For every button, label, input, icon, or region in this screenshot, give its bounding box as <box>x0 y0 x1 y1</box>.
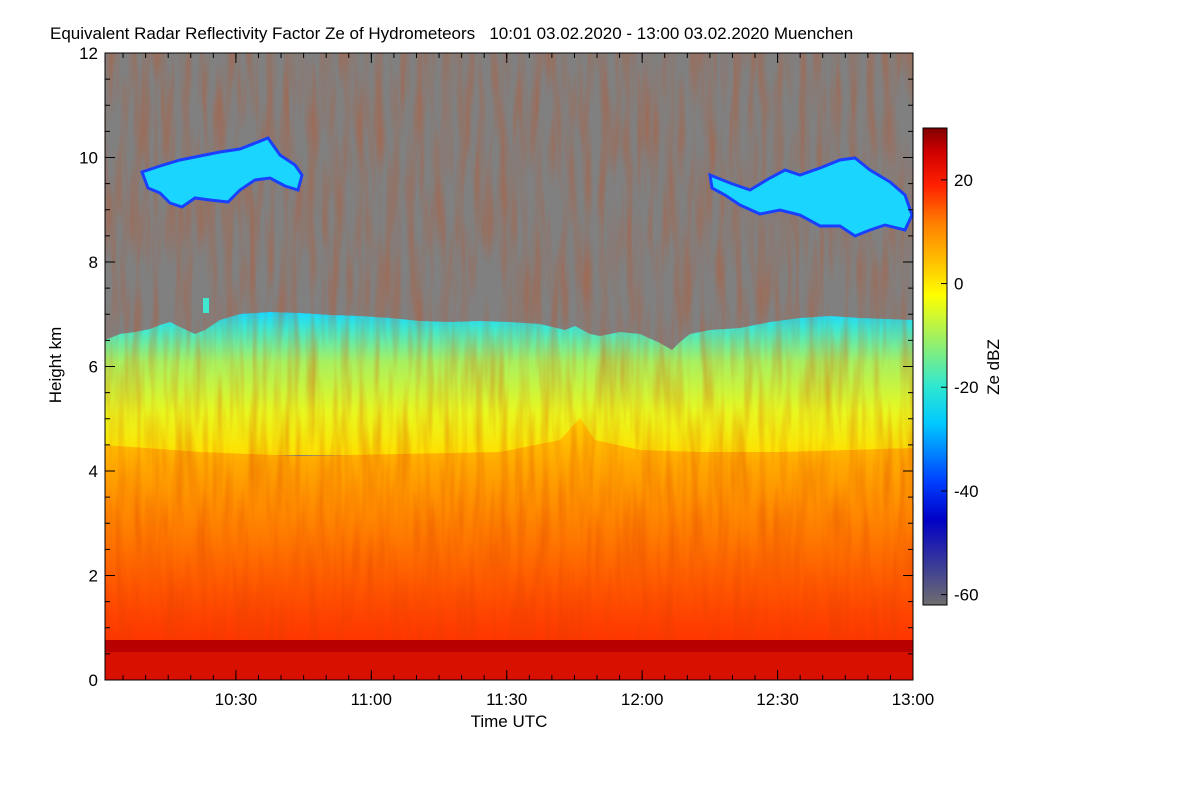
chart-title: Equivalent Radar Reflectivity Factor Ze … <box>50 24 853 43</box>
colorbar-tick-label: -20 <box>954 378 979 397</box>
colorbar-tick-label: 0 <box>954 275 963 294</box>
y-tick-label: 6 <box>89 358 98 377</box>
y-tick-label: 8 <box>89 253 98 272</box>
colorbar <box>922 127 948 606</box>
x-tick-label: 11:00 <box>351 690 392 709</box>
colorbar-tick-label: 20 <box>954 171 973 190</box>
y-tick-label: 10 <box>79 149 98 168</box>
colorbar-label: Ze dBZ <box>984 339 1003 395</box>
texture-overlay <box>105 53 913 680</box>
x-tick-label: 13:00 <box>892 690 935 709</box>
colorbar-tick-label: -60 <box>954 586 979 605</box>
x-tick-label: 10:30 <box>215 690 258 709</box>
x-tick-label: 12:30 <box>756 690 799 709</box>
plot-area <box>105 53 913 680</box>
small-echo-patch <box>203 298 209 313</box>
cirrus-cloud-right <box>708 156 913 238</box>
y-tick-label: 12 <box>79 44 98 63</box>
cirrus-cloud-left <box>140 136 304 209</box>
x-tick-label: 12:00 <box>621 690 664 709</box>
colorbar-tick-label: -40 <box>954 482 979 501</box>
x-axis: 10:30 11:00 11:30 12:00 12:30 13:00 <box>122 53 935 709</box>
y-tick-label: 0 <box>89 671 98 690</box>
melting-layer-base <box>105 652 913 680</box>
x-axis-label: Time UTC <box>471 712 548 731</box>
y-axis: 0 2 4 6 8 10 12 <box>79 44 913 690</box>
melting-layer-top <box>105 640 913 652</box>
y-axis-label: Height km <box>46 327 65 404</box>
y-tick-label: 2 <box>89 567 98 586</box>
y-tick-label: 4 <box>89 462 98 481</box>
x-tick-label: 11:30 <box>486 690 527 709</box>
colorbar-axis: 20 0 -20 -40 -60 <box>941 171 979 605</box>
